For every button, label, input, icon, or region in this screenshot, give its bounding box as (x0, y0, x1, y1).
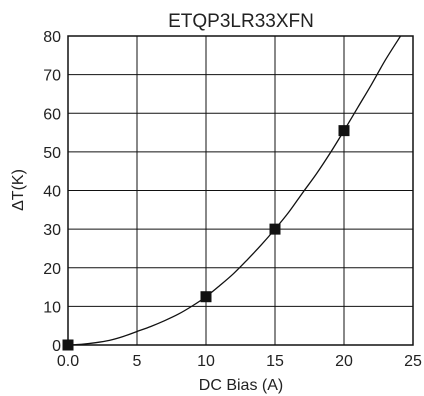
y-axis-label: ΔT(K) (10, 169, 27, 211)
x-axis-label: DC Bias (A) (199, 377, 283, 394)
grid (68, 36, 413, 345)
x-tick-label: 5 (133, 353, 142, 370)
x-tick-labels: 0.0 5 10 15 20 25 (57, 353, 422, 370)
y-tick-label: 20 (43, 261, 61, 278)
y-tick-label: 70 (43, 68, 61, 85)
series-markers (62, 125, 350, 351)
y-tick-label: 30 (43, 222, 61, 239)
x-tick-label: 15 (266, 353, 284, 370)
x-tick-label: 25 (404, 353, 422, 370)
y-tick-label: 10 (43, 299, 61, 316)
x-tick-label: 20 (335, 353, 353, 370)
data-point-marker (269, 223, 281, 235)
data-point-marker (200, 291, 212, 303)
x-tick-label: 0.0 (57, 353, 79, 370)
y-tick-label: 40 (43, 184, 61, 201)
y-tick-label: 60 (43, 106, 61, 123)
x-tick-label: 10 (197, 353, 215, 370)
chart-title: ETQP3LR33XFN (168, 11, 314, 32)
y-tick-label: 80 (43, 29, 61, 46)
y-tick-label: 50 (43, 145, 61, 162)
plot-frame (67, 35, 414, 346)
data-point-marker (62, 339, 74, 351)
data-point-marker (338, 125, 350, 137)
y-tick-label: 0 (52, 338, 61, 355)
y-tick-labels: 0 10 20 30 40 50 60 70 80 (43, 29, 61, 355)
